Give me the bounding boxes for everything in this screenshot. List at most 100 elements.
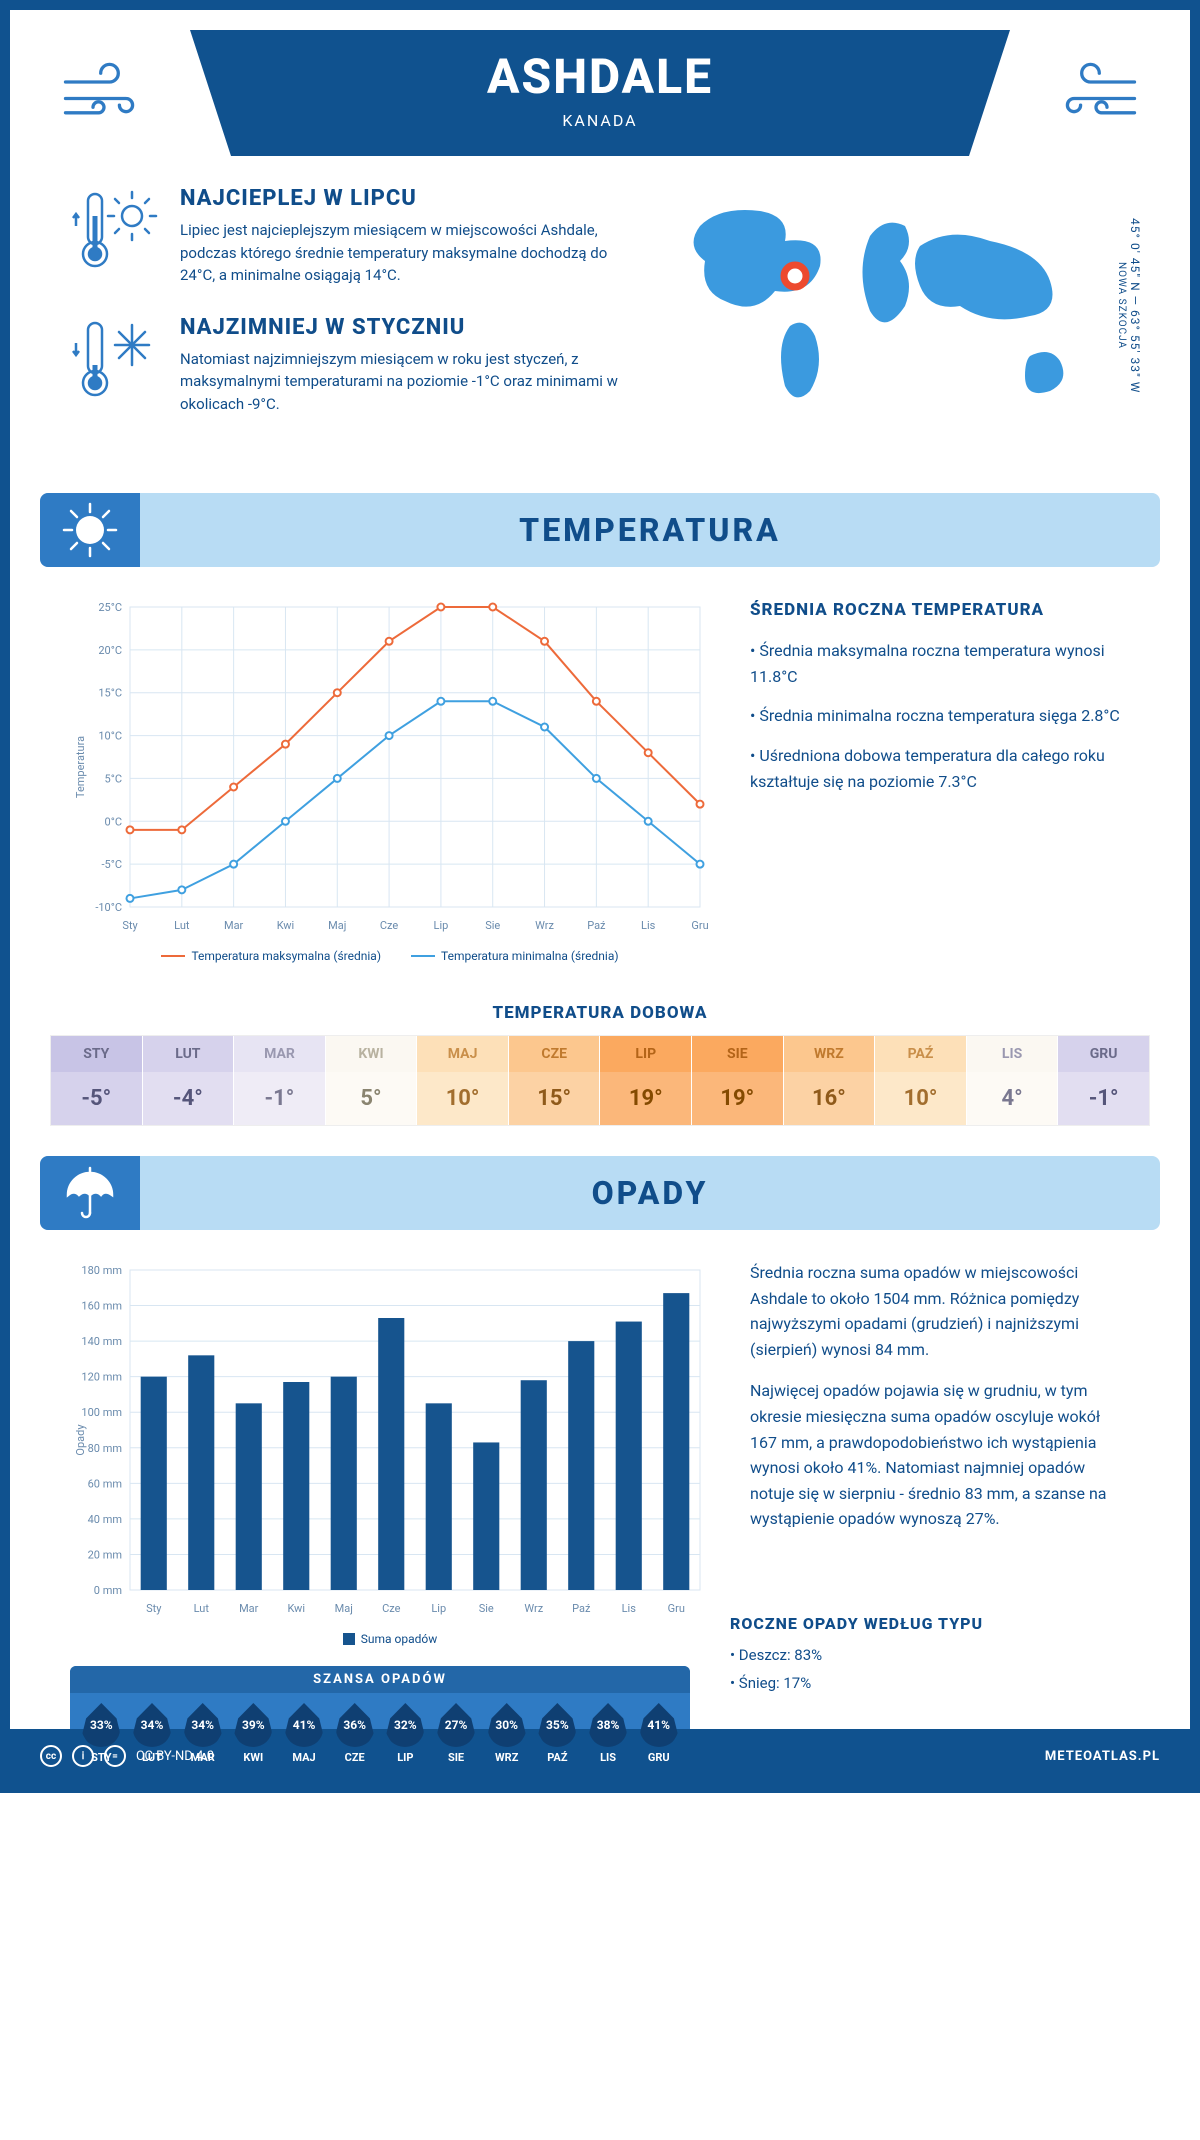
precip-legend: Suma opadów	[70, 1632, 710, 1646]
svg-text:Lut: Lut	[194, 1602, 210, 1615]
svg-text:10°C: 10°C	[98, 730, 122, 743]
daily-temp-table: STY-5°LUT-4°MAR-1°KWI5°MAJ10°CZE15°LIP19…	[50, 1035, 1150, 1126]
svg-text:Wrz: Wrz	[524, 1602, 543, 1615]
svg-text:5°C: 5°C	[105, 772, 122, 785]
license-text: CC BY-ND 4.0	[136, 1749, 214, 1764]
svg-text:Kwi: Kwi	[287, 1602, 305, 1615]
precip-summary: Średnia roczna suma opadów w miejscowośc…	[750, 1260, 1130, 1646]
chance-cell: 38%LIS	[583, 1703, 634, 1764]
chance-cell: 35%PAŹ	[532, 1703, 583, 1764]
country-name: KANADA	[210, 111, 990, 130]
daily-cell: MAR-1°	[234, 1036, 326, 1125]
svg-text:Gru: Gru	[691, 919, 708, 932]
sun-icon	[40, 493, 140, 567]
daily-cell: SIE19°	[692, 1036, 784, 1125]
coldest-title: NAJZIMNIEJ W STYCZNIU	[180, 315, 640, 340]
precipitation-heading: OPADY	[40, 1156, 1160, 1230]
svg-text:15°C: 15°C	[98, 687, 122, 700]
chance-cell: 27%SIE	[431, 1703, 482, 1764]
svg-text:0°C: 0°C	[105, 815, 122, 828]
warmest-block: NAJCIEPLEJ W LIPCU Lipiec jest najcieple…	[70, 186, 640, 287]
cc-icon: cc	[40, 1745, 62, 1767]
svg-text:20°C: 20°C	[98, 644, 122, 657]
temperature-chart: -10°C-5°C0°C5°C10°C15°C20°C25°CStyLutMar…	[70, 597, 710, 963]
daily-cell: CZE15°	[509, 1036, 601, 1125]
drop-icon: 30%	[488, 1703, 526, 1747]
svg-text:Paź: Paź	[572, 1602, 591, 1615]
chance-cell: 41%MAJ	[279, 1703, 330, 1764]
svg-text:160 mm: 160 mm	[81, 1300, 122, 1313]
thermometer-hot-icon	[70, 186, 160, 276]
intro-section: NAJCIEPLEJ W LIPCU Lipiec jest najcieple…	[10, 156, 1190, 473]
location-marker-icon	[784, 265, 806, 287]
daily-cell: KWI5°	[326, 1036, 418, 1125]
svg-text:Temperatura: Temperatura	[74, 736, 87, 798]
svg-text:20 mm: 20 mm	[88, 1548, 122, 1561]
wind-left-icon	[40, 30, 190, 156]
by-icon: 𝗂	[72, 1745, 94, 1767]
svg-text:Lip: Lip	[434, 919, 449, 932]
svg-text:100 mm: 100 mm	[81, 1406, 122, 1419]
coldest-block: NAJZIMNIEJ W STYCZNIU Natomiast najzimni…	[70, 315, 640, 416]
chance-cell: 39%KWI	[228, 1703, 279, 1764]
precipitation-title: OPADY	[160, 1174, 1140, 1212]
drop-icon: 35%	[538, 1703, 576, 1747]
svg-text:25°C: 25°C	[98, 601, 122, 614]
svg-text:Mar: Mar	[239, 1602, 259, 1615]
drop-icon: 33%	[82, 1703, 120, 1747]
svg-text:-10°C: -10°C	[95, 901, 122, 914]
svg-text:Sty: Sty	[122, 919, 138, 932]
city-name: ASHDALE	[210, 48, 990, 105]
svg-text:Lut: Lut	[174, 919, 190, 932]
daily-cell: WRZ16°	[784, 1036, 876, 1125]
svg-text:Lis: Lis	[641, 919, 656, 932]
chance-cell: 32%LIP	[380, 1703, 431, 1764]
svg-text:120 mm: 120 mm	[81, 1371, 122, 1384]
svg-text:Wrz: Wrz	[535, 919, 554, 932]
svg-text:Cze: Cze	[382, 1602, 401, 1615]
title-band: ASHDALE KANADA	[190, 30, 1010, 156]
svg-text:40 mm: 40 mm	[88, 1513, 122, 1526]
chance-cell: 36%CZE	[329, 1703, 380, 1764]
coldest-text: Natomiast najzimniejszym miesiącem w rok…	[180, 348, 640, 416]
chance-cell: 41%GRU	[633, 1703, 684, 1764]
svg-text:Sty: Sty	[146, 1602, 162, 1615]
drop-icon: 41%	[285, 1703, 323, 1747]
svg-text:Sie: Sie	[479, 1602, 494, 1615]
daily-cell: LUT-4°	[143, 1036, 235, 1125]
map-block: 45° 0' 45" N — 63° 55' 33" WNOWA SZKOCJA	[670, 186, 1130, 443]
site-name: METEOATLAS.PL	[1045, 1749, 1160, 1764]
nd-icon: =	[104, 1745, 126, 1767]
header: ASHDALE KANADA	[10, 10, 1190, 156]
temp-summary-heading: ŚREDNIA ROCZNA TEMPERATURA	[750, 597, 1130, 624]
svg-text:Maj: Maj	[328, 919, 346, 932]
drop-icon: 36%	[336, 1703, 374, 1747]
daily-cell: LIS4°	[967, 1036, 1059, 1125]
drop-icon: 34%	[184, 1703, 222, 1747]
daily-cell: STY-5°	[51, 1036, 143, 1125]
daily-temp-heading: TEMPERATURA DOBOWA	[10, 1003, 1190, 1023]
svg-text:-5°C: -5°C	[102, 858, 123, 871]
svg-text:Opady: Opady	[74, 1424, 87, 1456]
drop-icon: 34%	[133, 1703, 171, 1747]
drop-icon: 38%	[589, 1703, 627, 1747]
temperature-heading: TEMPERATURA	[40, 493, 1160, 567]
svg-text:Lis: Lis	[622, 1602, 637, 1615]
wind-right-icon	[1010, 30, 1160, 156]
daily-cell: LIP19°	[600, 1036, 692, 1125]
svg-text:Lip: Lip	[431, 1602, 446, 1615]
coordinates: 45° 0' 45" N — 63° 55' 33" WNOWA SZKOCJA	[1114, 186, 1142, 426]
drop-icon: 41%	[640, 1703, 678, 1747]
svg-text:Kwi: Kwi	[277, 919, 295, 932]
warmest-title: NAJCIEPLEJ W LIPCU	[180, 186, 640, 211]
svg-text:Paź: Paź	[587, 919, 606, 932]
umbrella-icon	[40, 1156, 140, 1230]
svg-text:180 mm: 180 mm	[81, 1264, 122, 1277]
drop-icon: 32%	[386, 1703, 424, 1747]
warmest-text: Lipiec jest najcieplejszym miesiącem w m…	[180, 219, 640, 287]
svg-text:0 mm: 0 mm	[94, 1584, 122, 1597]
world-map-icon	[670, 186, 1130, 426]
svg-text:Sie: Sie	[485, 919, 500, 932]
drop-icon: 39%	[234, 1703, 272, 1747]
svg-text:80 mm: 80 mm	[88, 1442, 122, 1455]
